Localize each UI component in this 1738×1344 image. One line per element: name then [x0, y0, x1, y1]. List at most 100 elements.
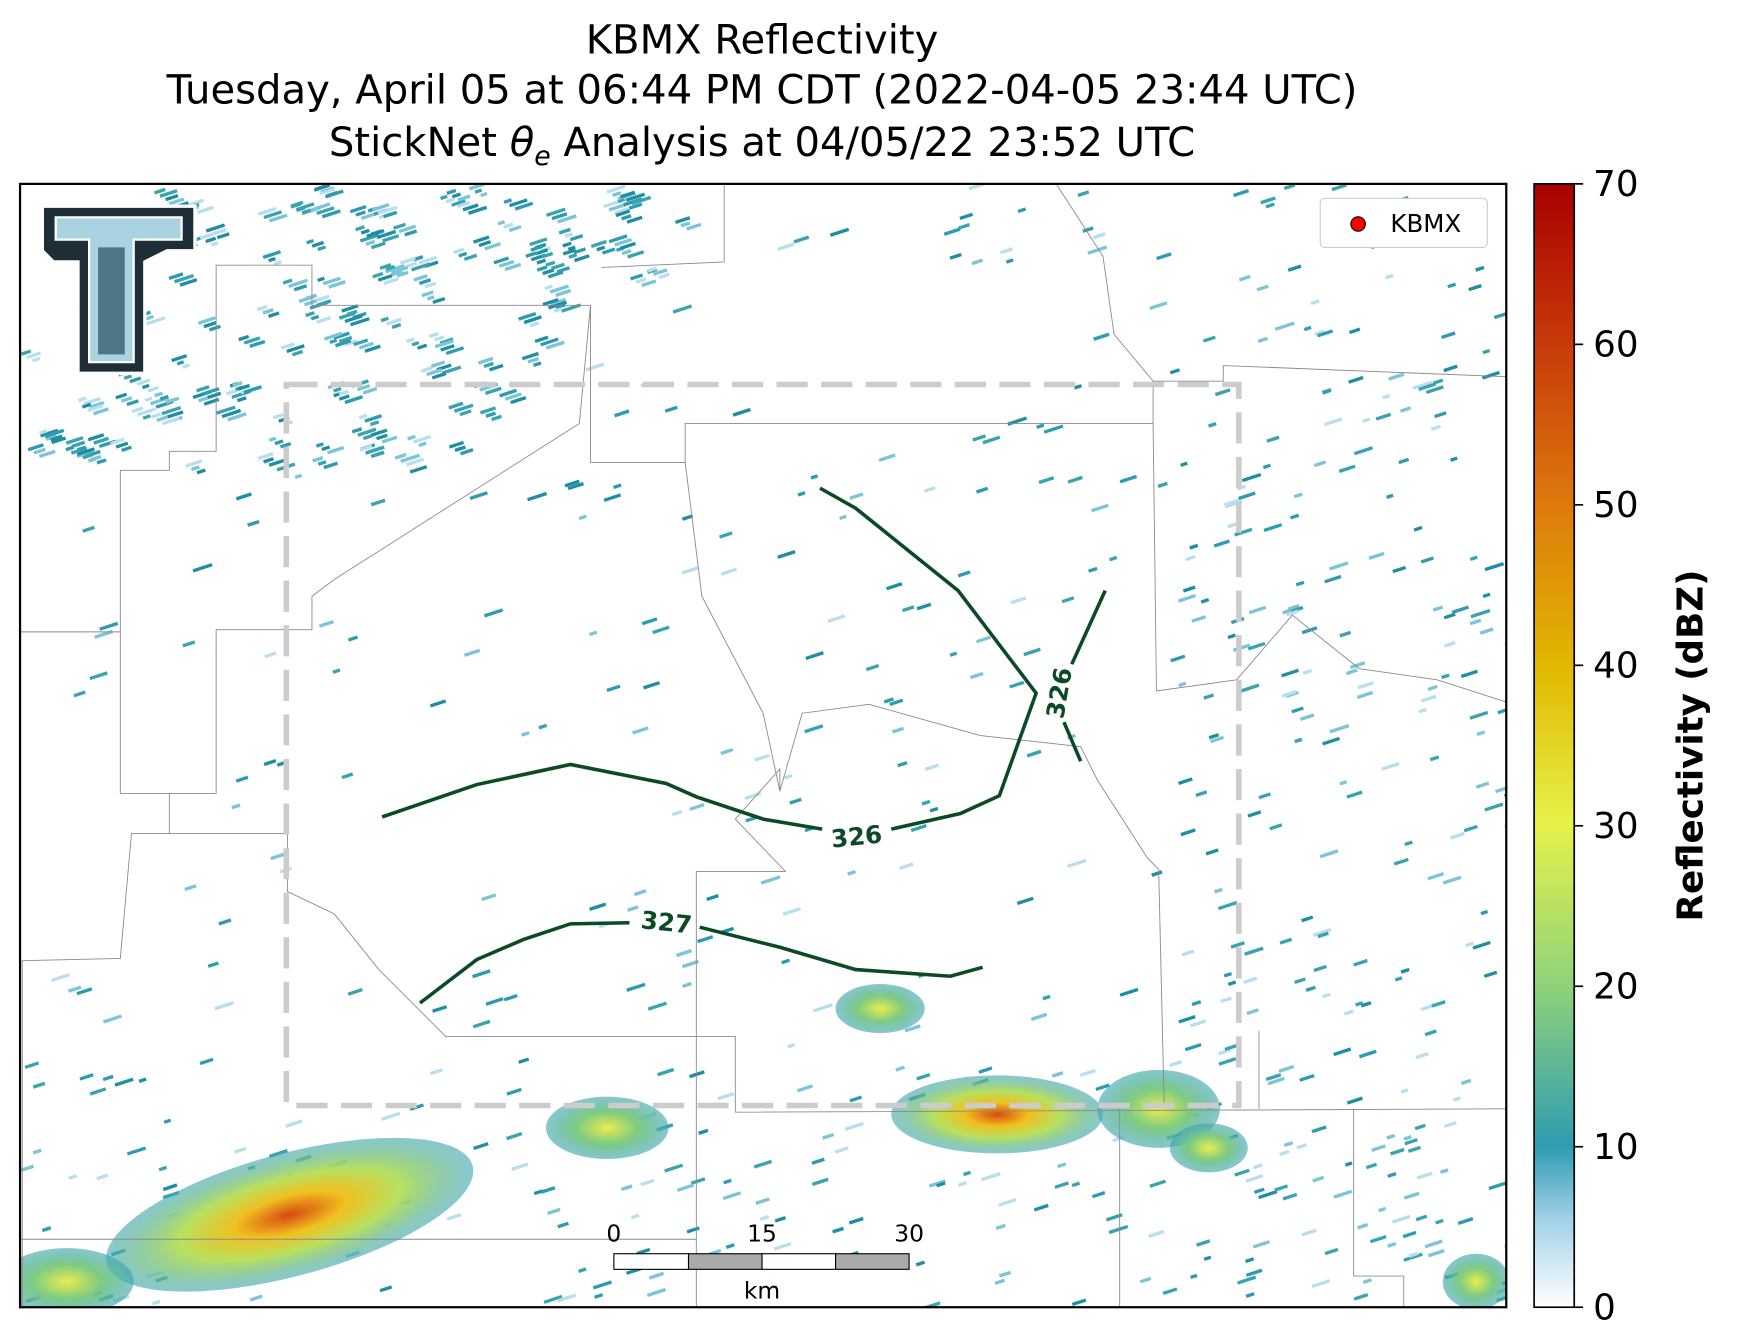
echo: [1088, 566, 1098, 573]
echo: [365, 445, 385, 455]
echo: [1291, 706, 1304, 714]
legend-label: KBMX: [1390, 209, 1461, 238]
echo: [324, 189, 344, 199]
echo: [1266, 435, 1280, 443]
echo: [523, 315, 542, 325]
echo: [521, 351, 539, 361]
echo: [1038, 476, 1055, 485]
echo: [760, 875, 781, 885]
echo: [197, 316, 216, 325]
echo: [1313, 964, 1327, 973]
echo: [1418, 707, 1427, 714]
echo: [1241, 472, 1262, 483]
echo: [1109, 555, 1118, 562]
echo: [472, 235, 490, 244]
echo: [1190, 1273, 1198, 1280]
echo: [1470, 608, 1491, 619]
echo: [431, 371, 447, 380]
echo: [849, 1095, 863, 1103]
echo: [1090, 503, 1109, 513]
echo: [429, 1068, 443, 1076]
echo: [451, 192, 462, 199]
echo: [232, 381, 243, 388]
echo: [196, 385, 210, 393]
echo: [681, 514, 694, 521]
echo: [923, 486, 936, 493]
echo: [936, 1181, 946, 1188]
echo: [1234, 1168, 1250, 1177]
echo: [533, 1189, 543, 1196]
echo: [1245, 1292, 1255, 1298]
echo: [268, 311, 280, 318]
echo: [196, 468, 206, 475]
echo: [432, 296, 446, 304]
echo: [338, 394, 350, 401]
echo: [777, 550, 796, 559]
echo: [1314, 329, 1325, 336]
echo: [497, 220, 506, 226]
echo: [508, 225, 522, 233]
echo: [1404, 1138, 1418, 1146]
echo: [418, 255, 438, 265]
echo: [1071, 1298, 1087, 1307]
echo: [1434, 411, 1447, 419]
echo: [89, 671, 108, 681]
echo: [569, 234, 584, 242]
scale-label: 30: [894, 1219, 924, 1247]
echo: [626, 982, 646, 992]
echo: [1042, 994, 1051, 1001]
echo: [1321, 388, 1332, 395]
echo: [463, 648, 481, 657]
echo: [1425, 385, 1444, 395]
echo: [1202, 335, 1216, 343]
echo: [1010, 596, 1027, 605]
echo: [1505, 961, 1507, 971]
echo: [102, 1014, 122, 1024]
echo: [1217, 900, 1238, 911]
echo: [1043, 424, 1064, 434]
echo: [690, 1177, 706, 1185]
echo: [822, 1132, 835, 1140]
echo: [205, 236, 217, 244]
echo: [895, 1065, 906, 1072]
echo: [839, 514, 847, 521]
echo: [411, 262, 431, 272]
echo: [1279, 937, 1293, 945]
echo: [1036, 423, 1045, 429]
echo: [671, 809, 683, 817]
echo: [199, 232, 214, 240]
echo: [349, 204, 367, 214]
echo: [1475, 781, 1490, 789]
echo: [393, 222, 407, 230]
echo: [286, 344, 305, 354]
echo: [959, 212, 974, 221]
echo: [485, 411, 497, 418]
echo: [641, 617, 658, 626]
echo: [1412, 380, 1433, 390]
echo: [1333, 1047, 1352, 1057]
echo: [89, 400, 105, 409]
echo: [999, 247, 1013, 255]
echo: [87, 433, 105, 442]
echo: [675, 949, 692, 958]
echo: [190, 465, 200, 472]
echo: [1227, 980, 1237, 987]
echo: [916, 1073, 931, 1081]
echo: [1213, 539, 1231, 548]
echo: [1200, 597, 1210, 604]
echo: [129, 376, 142, 384]
contour-line: [1062, 589, 1107, 762]
echo: [96, 1173, 109, 1181]
echo: [359, 233, 380, 243]
echo: [114, 1077, 134, 1087]
echo: [949, 252, 962, 260]
echo: [323, 461, 339, 470]
echo: [165, 396, 180, 405]
echo: [483, 361, 494, 369]
echo: [351, 427, 363, 434]
echo: [555, 288, 572, 297]
echo: [1344, 1161, 1353, 1167]
echo: [20, 349, 32, 356]
echo: [633, 889, 647, 897]
echo: [349, 317, 370, 327]
